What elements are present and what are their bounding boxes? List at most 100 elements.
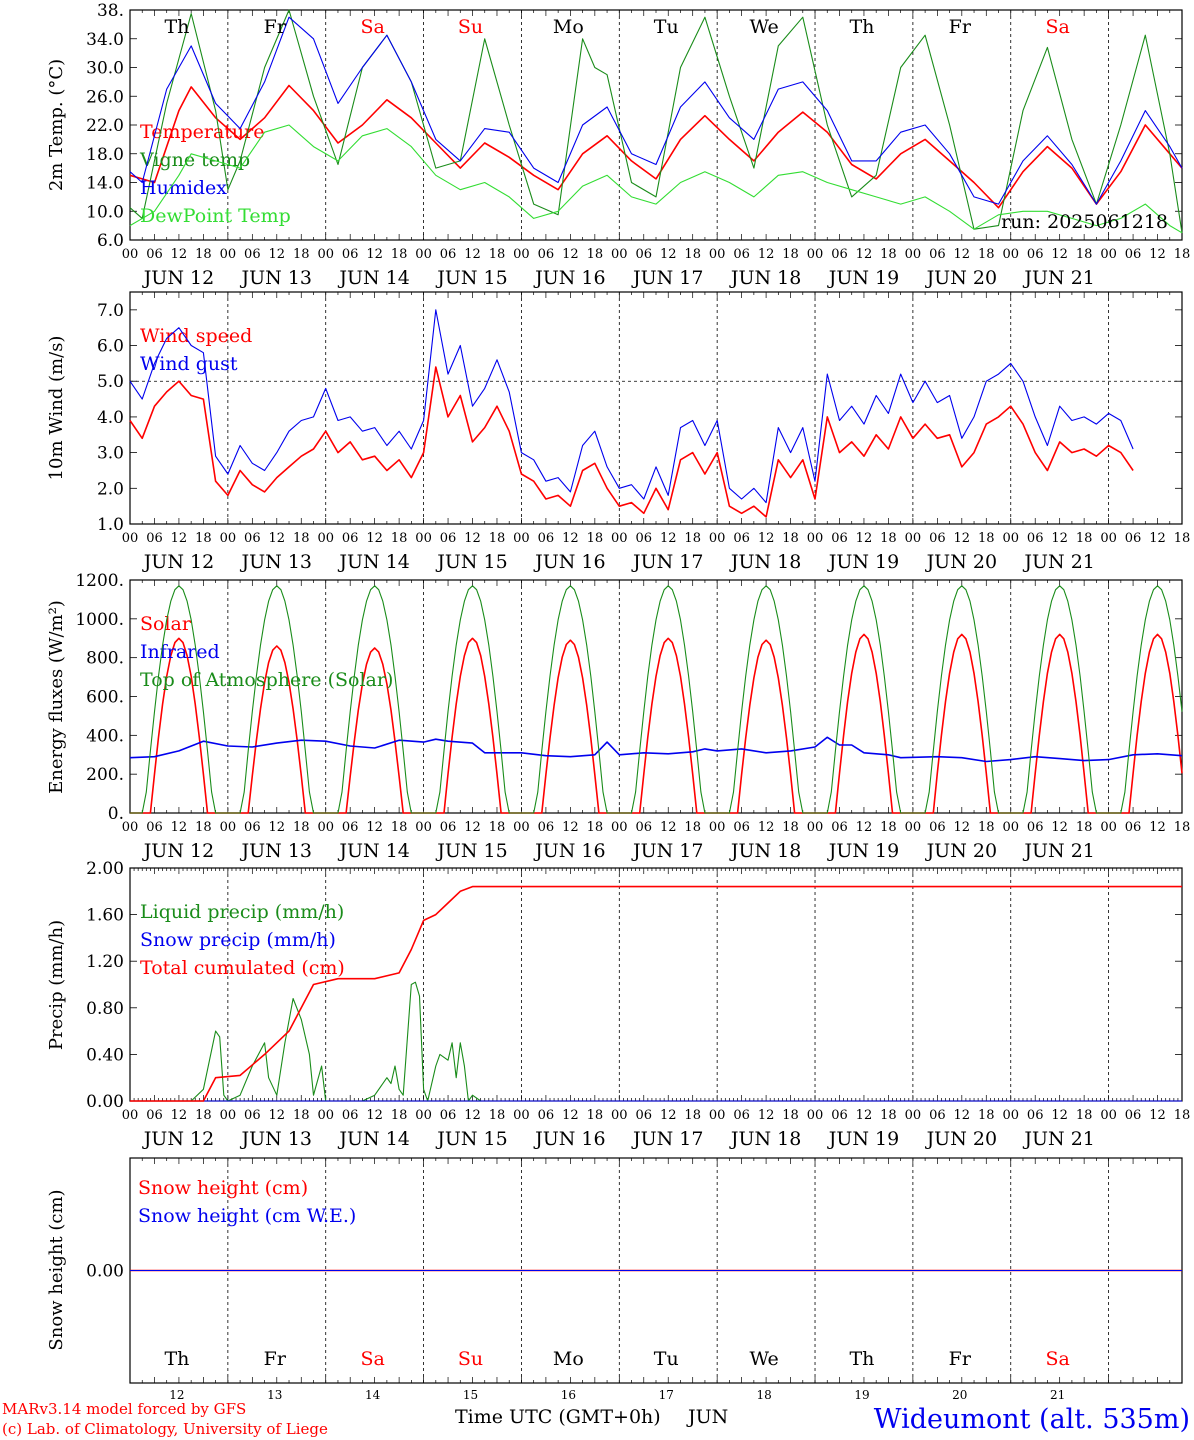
hour-label: 12: [1149, 247, 1166, 262]
series-line-solar: [130, 633, 1183, 814]
hour-label: 12: [660, 820, 677, 835]
date-label: JUN 20: [925, 1128, 997, 1150]
series-line-vigne-temp: [129, 9, 1183, 233]
hour-label: 06: [538, 1108, 555, 1123]
date-label: JUN 20: [925, 267, 997, 289]
hour-label: 06: [1125, 820, 1142, 835]
hour-label: 00: [1100, 247, 1117, 262]
y-tick-label: 1.60: [86, 906, 124, 926]
legend-entry: Snow precip (mm/h): [140, 929, 336, 951]
hour-label: 00: [807, 1108, 824, 1123]
legend-entry: DewPoint Temp: [140, 205, 291, 227]
lab-credit: (c) Lab. of Climatology, University of L…: [2, 1420, 328, 1438]
hour-label: 18: [782, 531, 799, 546]
legend-entry: Wind speed: [140, 325, 252, 347]
hour-label: 00: [1100, 531, 1117, 546]
hour-label: 12: [562, 820, 579, 835]
hour-label: 06: [929, 247, 946, 262]
hour-label: 06: [342, 531, 359, 546]
hour-label: 12: [366, 820, 383, 835]
hour-label: 18: [782, 1108, 799, 1123]
series-line-top-of-atmosphere-solar-: [130, 585, 1183, 814]
hour-label: 06: [440, 531, 457, 546]
weekday-label-bottom: Fr: [264, 1348, 287, 1370]
date-label: JUN 17: [631, 267, 703, 289]
hour-label: 06: [146, 247, 163, 262]
hour-label: 06: [1125, 247, 1142, 262]
hour-label: 00: [220, 1108, 237, 1123]
hour-label: 18: [489, 247, 506, 262]
bottom-day-number: 13: [267, 1388, 282, 1402]
date-label: JUN 21: [1022, 840, 1094, 862]
hour-label: 12: [464, 247, 481, 262]
hour-label: 00: [317, 531, 334, 546]
panel-2: 7.0 6.0 5.0 4.0 3.0 2.0 1.0 10m Wind (m/s) 00 06 1…: [46, 291, 1190, 573]
legend-entry: Temperature: [140, 121, 264, 143]
hour-label: 00: [905, 247, 922, 262]
hour-label: 00: [122, 247, 139, 262]
weekday-label-top: We: [749, 16, 778, 38]
hour-label: 12: [1149, 531, 1166, 546]
date-label: JUN 21: [1022, 267, 1094, 289]
hour-label: 06: [635, 531, 652, 546]
legend-entry: Liquid precip (mm/h): [140, 901, 344, 923]
hour-label: 06: [831, 531, 848, 546]
weekday-label-bottom: Sa: [1046, 1348, 1070, 1370]
y-tick-label: 26.0: [86, 87, 124, 107]
y-tick-label: 34.0: [86, 30, 124, 50]
date-label: JUN 16: [533, 267, 605, 289]
hour-label: 00: [1100, 820, 1117, 835]
weekday-label-bottom: Th: [849, 1348, 874, 1370]
hour-label: 00: [317, 247, 334, 262]
date-label: JUN 14: [337, 1128, 409, 1150]
hour-label: 06: [1027, 531, 1044, 546]
hour-label: 00: [317, 820, 334, 835]
date-label: JUN 16: [533, 551, 605, 573]
date-label: JUN 15: [435, 840, 507, 862]
date-label: JUN 12: [142, 267, 214, 289]
bottom-day-number: 17: [659, 1388, 674, 1402]
hour-label: 00: [513, 1108, 530, 1123]
hour-label: 12: [269, 247, 286, 262]
weekday-label-bottom: Mo: [553, 1348, 584, 1370]
hour-label: 18: [489, 531, 506, 546]
hour-label: 12: [464, 531, 481, 546]
hour-label: 12: [856, 820, 873, 835]
hour-label: 00: [807, 247, 824, 262]
date-label: JUN 18: [729, 267, 801, 289]
legend-entry: Top of Atmosphere (Solar): [140, 669, 393, 691]
y-axis-title: Energy fluxes (W/m²): [46, 600, 67, 794]
hour-label: 00: [905, 820, 922, 835]
hour-label: 06: [1027, 1108, 1044, 1123]
series-line-temperature: [129, 84, 1183, 209]
bottom-day-number: 12: [169, 1388, 184, 1402]
bottom-day-number: 19: [854, 1388, 869, 1402]
date-label: JUN 18: [729, 551, 801, 573]
hour-label: 12: [954, 1108, 971, 1123]
hour-label: 00: [415, 1108, 432, 1123]
hour-label: 06: [244, 820, 261, 835]
hour-label: 18: [684, 531, 701, 546]
legend-entry: Wind gust: [140, 353, 238, 375]
hour-label: 06: [342, 1108, 359, 1123]
date-label: JUN 13: [240, 267, 312, 289]
hour-label: 00: [709, 820, 726, 835]
date-label: JUN 14: [337, 840, 409, 862]
hour-label: 06: [929, 820, 946, 835]
y-axis-title: 2m Temp. (°C): [46, 59, 67, 191]
y-tick-label: 200.: [86, 765, 124, 785]
hour-label: 00: [905, 1108, 922, 1123]
hour-label: 12: [1149, 820, 1166, 835]
y-tick-label: 38.: [97, 1, 124, 21]
date-label: JUN 12: [142, 551, 214, 573]
date-label: JUN 14: [337, 551, 409, 573]
hour-label: 18: [391, 820, 408, 835]
hour-label: 00: [122, 531, 139, 546]
hour-label: 12: [269, 1108, 286, 1123]
legend-entry: Total cumulated (cm): [140, 957, 345, 979]
y-tick-label: 14.0: [86, 174, 124, 194]
hour-label: 12: [758, 247, 775, 262]
hour-label: 06: [440, 1108, 457, 1123]
y-tick-label: 0.40: [86, 1045, 124, 1065]
hour-label: 18: [1076, 1108, 1093, 1123]
